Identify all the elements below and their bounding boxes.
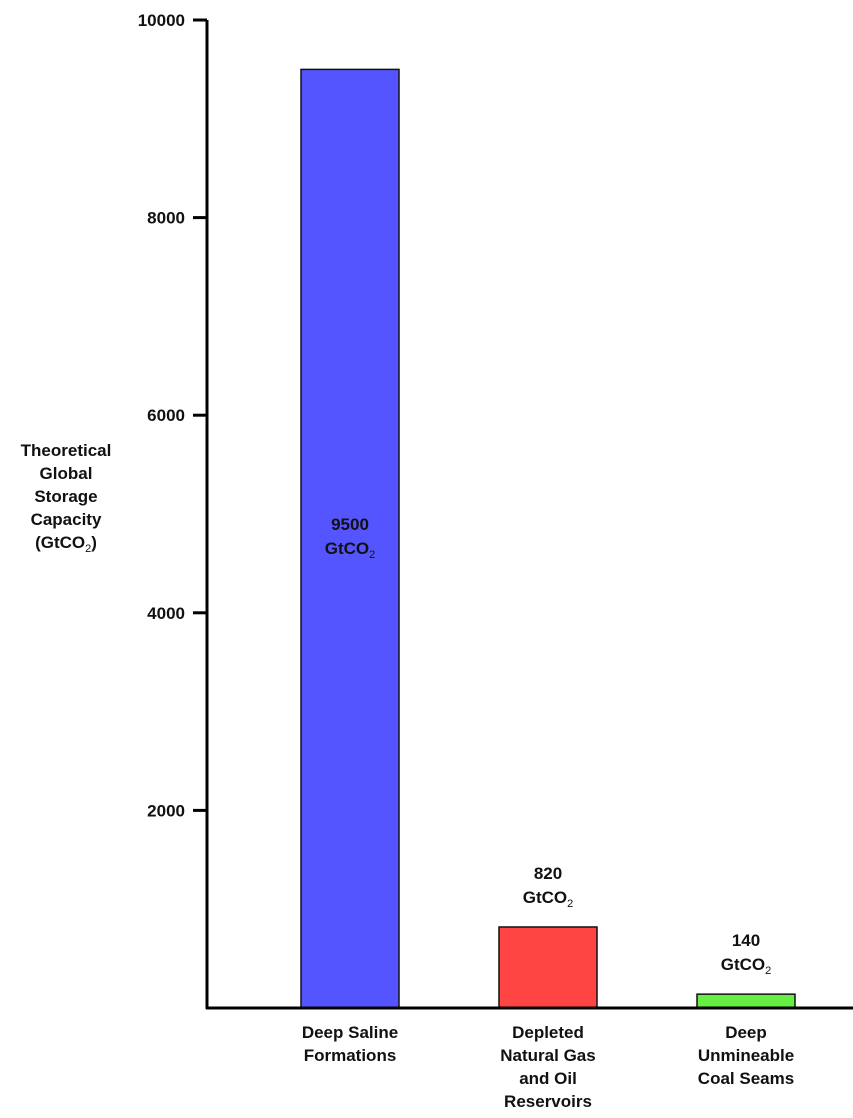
y-tick-label: 8000: [147, 209, 185, 228]
value-label-unit: GtCO2: [523, 888, 574, 910]
y-ticks: 2000 4000 6000 8000 10000: [138, 11, 207, 820]
y-axis-label-line: Capacity: [31, 510, 102, 529]
value-label-number: 820: [534, 864, 562, 883]
bars: [300, 68, 796, 1009]
value-label-unit: GtCO2: [721, 955, 772, 977]
y-tick-label: 4000: [147, 604, 185, 623]
y-axis-label: Theoretical Global Storage Capacity (GtCO2): [21, 441, 112, 555]
y-axis-label-line: Global: [40, 464, 93, 483]
bar-coal-seams: [696, 993, 796, 1009]
y-tick-label: 10000: [138, 11, 185, 30]
category-label-coal-seams: Deep Unmineable Coal Seams: [698, 1023, 794, 1088]
y-tick-label: 6000: [147, 406, 185, 425]
value-labels: 9500 GtCO2 820 GtCO2 140 GtCO2: [325, 515, 772, 977]
y-axis-label-line: (GtCO2): [35, 533, 97, 555]
category-label-depleted-gas-oil: Depleted Natural Gas and Oil Reservoirs: [500, 1023, 595, 1111]
y-axis-label-line: Theoretical: [21, 441, 112, 460]
category-labels: Deep Saline Formations Depleted Natural Gas…: [302, 1023, 794, 1111]
bar-depleted-gas-oil: [498, 926, 598, 1009]
value-label-number: 9500: [331, 515, 369, 534]
category-label-deep-saline: Deep Saline Formations: [302, 1023, 398, 1065]
y-tick-label: 2000: [147, 801, 185, 820]
bar-deep-saline: [300, 68, 400, 1009]
value-label-unit: GtCO2: [325, 539, 376, 561]
y-axis-label-line: Storage: [34, 487, 97, 506]
axes: [205, 20, 853, 1010]
value-label-number: 140: [732, 931, 760, 950]
